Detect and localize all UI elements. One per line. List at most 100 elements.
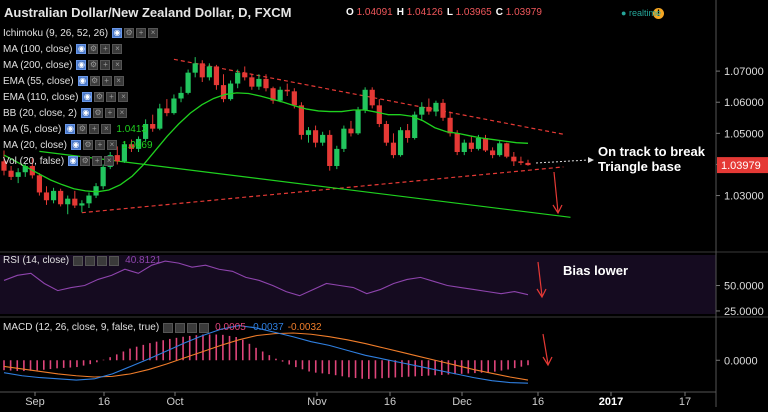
candle-body	[482, 138, 489, 151]
add-icon[interactable]: +	[101, 76, 112, 86]
settings-icon[interactable]: ⚙	[89, 76, 100, 86]
candle-body	[58, 190, 64, 205]
settings-icon[interactable]: ⚙	[88, 44, 99, 54]
candle-body	[298, 105, 305, 135]
candle-body	[525, 162, 531, 166]
indicator-label[interactable]: EMA (110, close)	[3, 91, 79, 103]
macd-tick-label: 0.0000	[724, 355, 758, 367]
indicator-controls: ◉ ⚙ + ×	[112, 28, 160, 38]
indicator-label[interactable]: MA (5, close)	[3, 123, 62, 135]
close-icon[interactable]	[199, 322, 210, 333]
close-icon[interactable]: ×	[104, 156, 115, 166]
add-icon[interactable]: +	[94, 140, 105, 150]
candle-body	[440, 102, 446, 118]
warning-icon[interactable]: !	[653, 8, 664, 19]
symbol-title[interactable]: Australian Dollar/New Zealand Dollar, D,…	[4, 5, 292, 20]
close-icon[interactable]: ×	[118, 92, 129, 102]
indicator-label[interactable]: Ichimoku (9, 26, 52, 26)	[3, 27, 109, 39]
ohlc-readout: O 1.04091 H 1.04126 L 1.03965 C 1.03979	[346, 7, 546, 18]
eye-icon[interactable]	[73, 255, 84, 266]
settings-icon[interactable]: ⚙	[124, 28, 135, 38]
indicator-label[interactable]: MA (200, close)	[3, 59, 73, 71]
macd-signal-line	[3, 332, 529, 381]
macd-hist-value: 0.0005	[215, 322, 246, 333]
candle-body	[447, 117, 453, 134]
candle-body	[270, 88, 276, 101]
close-icon[interactable]: ×	[116, 108, 127, 118]
settings-icon[interactable]: ⚙	[77, 124, 88, 134]
close-icon[interactable]	[109, 255, 120, 266]
add-icon[interactable]	[187, 322, 198, 333]
indicator-label[interactable]: Vol (20, false)	[3, 155, 65, 167]
eye-icon[interactable]: ◉	[70, 140, 81, 150]
close-icon[interactable]: ×	[112, 44, 123, 54]
macd-signal-value: -0.0032	[287, 322, 322, 333]
time-tick-label: 16	[98, 396, 110, 407]
chart-header: Australian Dollar/New Zealand Dollar, D,…	[0, 0, 716, 26]
settings-icon[interactable]: ⚙	[82, 140, 93, 150]
close-icon[interactable]: ×	[113, 76, 124, 86]
indicator-controls: ◉ ⚙ + ×	[70, 140, 119, 150]
rsi-pane-label: RSI (14, close) 40.8121	[3, 255, 161, 266]
settings-icon[interactable]: ⚙	[88, 60, 99, 70]
indicator-label[interactable]: EMA (55, close)	[3, 75, 74, 87]
macd-controls	[163, 322, 211, 333]
eye-icon[interactable]: ◉	[80, 108, 91, 118]
add-icon[interactable]: +	[104, 108, 115, 118]
last-price-tag	[717, 157, 768, 174]
ma20-line	[3, 92, 529, 193]
indicator-row: MA (100, close) ◉ ⚙ + ×	[3, 41, 160, 57]
indicator-row: MA (5, close) ◉ ⚙ + × 1.0413	[3, 121, 160, 137]
settings-icon[interactable]: ⚙	[94, 92, 105, 102]
add-icon[interactable]: +	[136, 28, 147, 38]
add-icon[interactable]: +	[89, 124, 100, 134]
eye-icon[interactable]: ◉	[65, 124, 76, 134]
close-icon[interactable]: ×	[112, 60, 123, 70]
eye-icon[interactable]: ◉	[76, 44, 87, 54]
eye-icon[interactable]: ◉	[68, 156, 79, 166]
eye-icon[interactable]	[163, 322, 174, 333]
indicator-label[interactable]: BB (20, close, 2)	[3, 107, 77, 119]
macd-label[interactable]: MACD (12, 26, close, 9, false, true)	[3, 322, 160, 333]
settings-icon[interactable]	[175, 322, 186, 333]
candle-body	[100, 166, 106, 187]
candle-body	[178, 92, 184, 99]
last-price-label: 1.03979	[721, 160, 761, 172]
triangle-base-line	[81, 166, 564, 214]
close-icon[interactable]: ×	[148, 28, 159, 38]
price-tick-label: 1.06000	[724, 97, 764, 109]
candle-body	[433, 102, 439, 112]
add-icon[interactable]: +	[106, 92, 117, 102]
time-tick-label: Sep	[25, 396, 45, 407]
eye-icon[interactable]: ◉	[76, 60, 87, 70]
indicator-controls: ◉ ⚙ + ×	[76, 44, 124, 54]
add-icon[interactable]	[97, 255, 108, 266]
candle-body	[72, 198, 78, 206]
indicator-label[interactable]: MA (100, close)	[3, 43, 73, 55]
candle-body	[284, 89, 290, 92]
candle-body	[8, 170, 14, 177]
settings-icon[interactable]: ⚙	[80, 156, 91, 166]
settings-icon[interactable]	[85, 255, 96, 266]
rsi-label[interactable]: RSI (14, close)	[3, 255, 70, 266]
down-arrow-macd-head	[542, 356, 553, 367]
add-icon[interactable]: +	[100, 44, 111, 54]
eye-icon[interactable]: ◉	[77, 76, 88, 86]
indicator-controls: ◉ ⚙ + ×	[76, 60, 124, 70]
settings-icon[interactable]: ⚙	[92, 108, 103, 118]
price-tick-label: 1.07000	[724, 66, 764, 78]
indicator-label[interactable]: MA (20, close)	[3, 139, 67, 151]
add-icon[interactable]: +	[100, 60, 111, 70]
ohlc-key: O	[346, 7, 357, 18]
rsi-pane-background	[0, 255, 716, 314]
add-icon[interactable]: +	[92, 156, 103, 166]
indicator-row: Vol (20, false) ◉ ⚙ + ×	[3, 153, 160, 169]
candle-body	[341, 128, 347, 149]
close-icon[interactable]: ×	[106, 140, 117, 150]
candle-body	[15, 172, 21, 177]
candle-body	[475, 138, 482, 149]
time-tick-label: 16	[384, 396, 396, 407]
eye-icon[interactable]: ◉	[82, 92, 93, 102]
close-icon[interactable]: ×	[101, 124, 112, 134]
eye-icon[interactable]: ◉	[112, 28, 123, 38]
